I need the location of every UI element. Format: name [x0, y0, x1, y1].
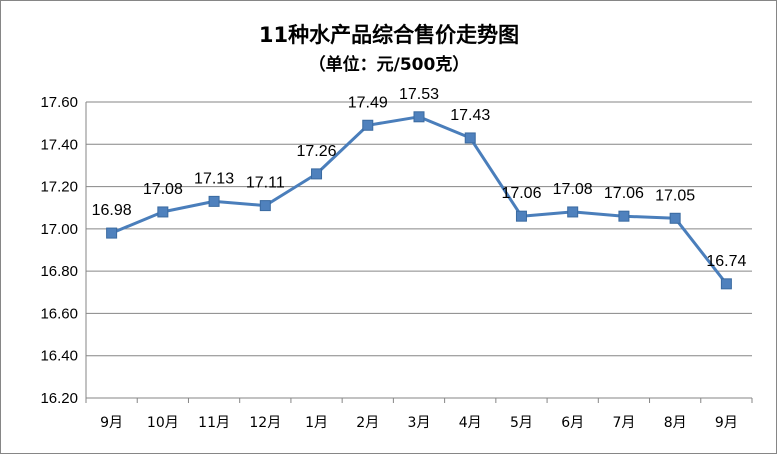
- x-tick-label: 10月: [147, 415, 179, 431]
- x-tick-label: 8月: [664, 415, 687, 431]
- data-point-marker: [311, 168, 323, 180]
- data-point-marker: [259, 200, 271, 212]
- data-label: 17.13: [194, 170, 234, 187]
- data-label: 17.06: [501, 185, 541, 202]
- x-tick-label: 11月: [198, 415, 230, 431]
- x-tick-label: 2月: [356, 415, 379, 431]
- data-point-marker: [362, 119, 374, 131]
- y-axis-tick-labels: 16.20 16.40 16.60 16.80 17.00 17.20 17.40 17.60: [40, 94, 78, 407]
- data-label: 17.53: [399, 86, 439, 103]
- y-tick-label: 17.40: [40, 136, 78, 153]
- data-label: 17.08: [553, 181, 593, 198]
- data-label: 16.74: [706, 253, 746, 270]
- data-label: 17.49: [348, 94, 388, 111]
- data-label: 17.26: [297, 143, 337, 160]
- x-tick-label: 9月: [715, 415, 738, 431]
- data-point-marker: [669, 212, 681, 224]
- x-tick-label: 6月: [561, 415, 584, 431]
- data-label: 17.08: [143, 181, 183, 198]
- x-tick-label: 7月: [612, 415, 635, 431]
- y-tick-label: 16.80: [40, 263, 78, 280]
- data-point-marker: [464, 132, 476, 144]
- y-tick-label: 17.00: [40, 221, 78, 238]
- data-labels: 16.98 17.08 17.13 17.11 17.26 17.49 17.53 17.43…: [92, 86, 747, 270]
- x-axis-tick-labels: 9月 10月 11月 12月 1月 2月 3月 4月 5月 6月 7月 8月 9月: [100, 415, 738, 431]
- y-tick-label: 17.20: [40, 179, 78, 196]
- y-tick-label: 16.60: [40, 305, 78, 322]
- axes: [85, 102, 753, 403]
- data-point-marker: [618, 210, 630, 222]
- y-tick-label: 16.20: [40, 390, 78, 407]
- data-point-marker: [720, 278, 732, 290]
- x-tick-label: 5月: [510, 415, 533, 431]
- x-tick-label: 12月: [249, 415, 281, 431]
- y-tick-label: 17.60: [40, 94, 78, 111]
- gridlines: [86, 101, 752, 357]
- data-point-marker: [208, 195, 220, 207]
- x-tick-label: 9月: [100, 415, 123, 431]
- series-price: [106, 111, 732, 290]
- data-point-marker: [515, 210, 527, 222]
- data-point-marker: [157, 206, 169, 218]
- data-label: 16.98: [92, 202, 132, 219]
- data-label: 17.11: [246, 175, 285, 192]
- x-tick-label: 1月: [305, 415, 328, 431]
- data-point-marker: [567, 206, 579, 218]
- data-label: 17.05: [655, 187, 695, 204]
- data-label: 17.43: [450, 107, 490, 124]
- chart-title: 11种水产品综合售价走势图: [259, 23, 519, 47]
- chart-subtitle: （单位：元/500克）: [309, 54, 470, 75]
- y-tick-label: 16.40: [40, 348, 78, 365]
- x-tick-label: 4月: [459, 415, 482, 431]
- data-label: 17.06: [604, 185, 644, 202]
- data-point-marker: [106, 227, 118, 239]
- data-point-marker: [413, 111, 425, 123]
- x-tick-label: 3月: [408, 415, 431, 431]
